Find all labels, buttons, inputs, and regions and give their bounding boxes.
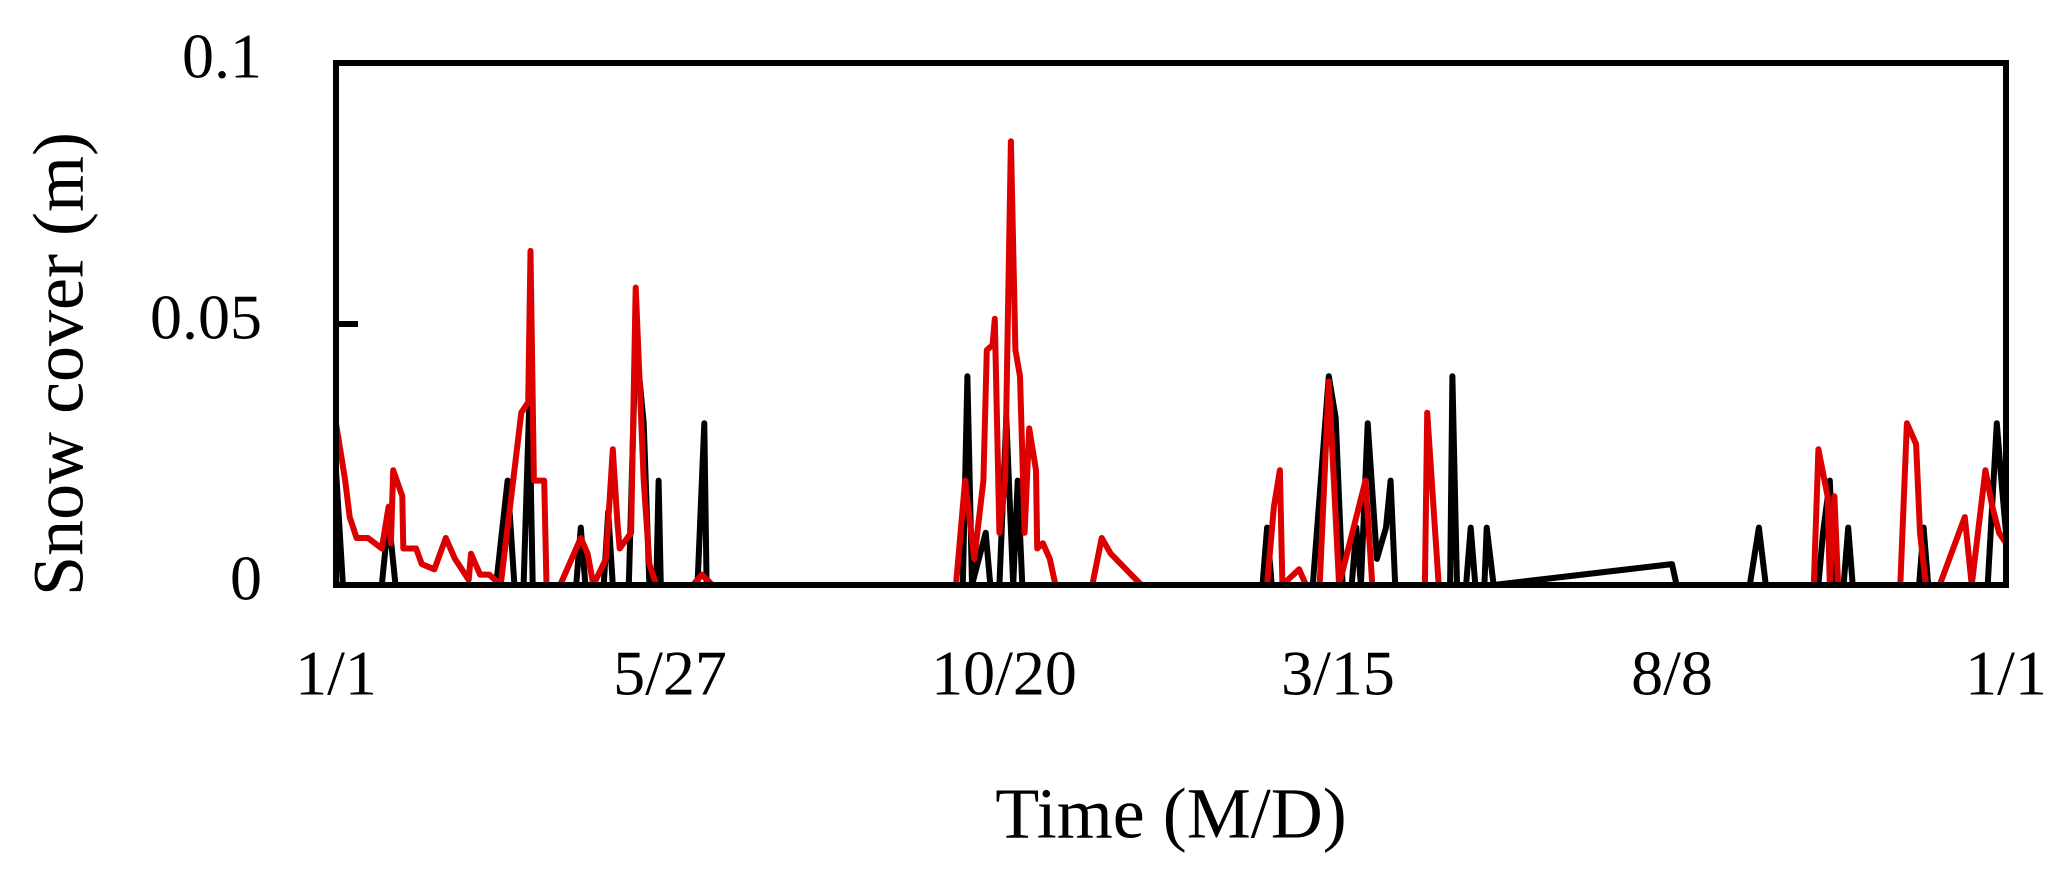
data-line (333, 138, 2009, 588)
y-tick-label: 0.05 (150, 282, 262, 353)
x-tick-label: 5/27 (613, 638, 727, 709)
plot-frame (333, 60, 2009, 588)
y-axis-title: Snow cover (m) (19, 132, 99, 596)
x-tick-label: 3/15 (1281, 638, 1395, 709)
x-tick-label: 1/1 (1965, 638, 2047, 709)
x-axis-title: Time (M/D) (995, 774, 1346, 854)
y-tick-label: 0 (230, 543, 262, 614)
x-tick-label: 10/20 (931, 638, 1077, 709)
y-tick-label: 0.1 (182, 21, 262, 92)
x-tick-label: 8/8 (1631, 638, 1713, 709)
x-tick-label: 1/1 (295, 638, 377, 709)
